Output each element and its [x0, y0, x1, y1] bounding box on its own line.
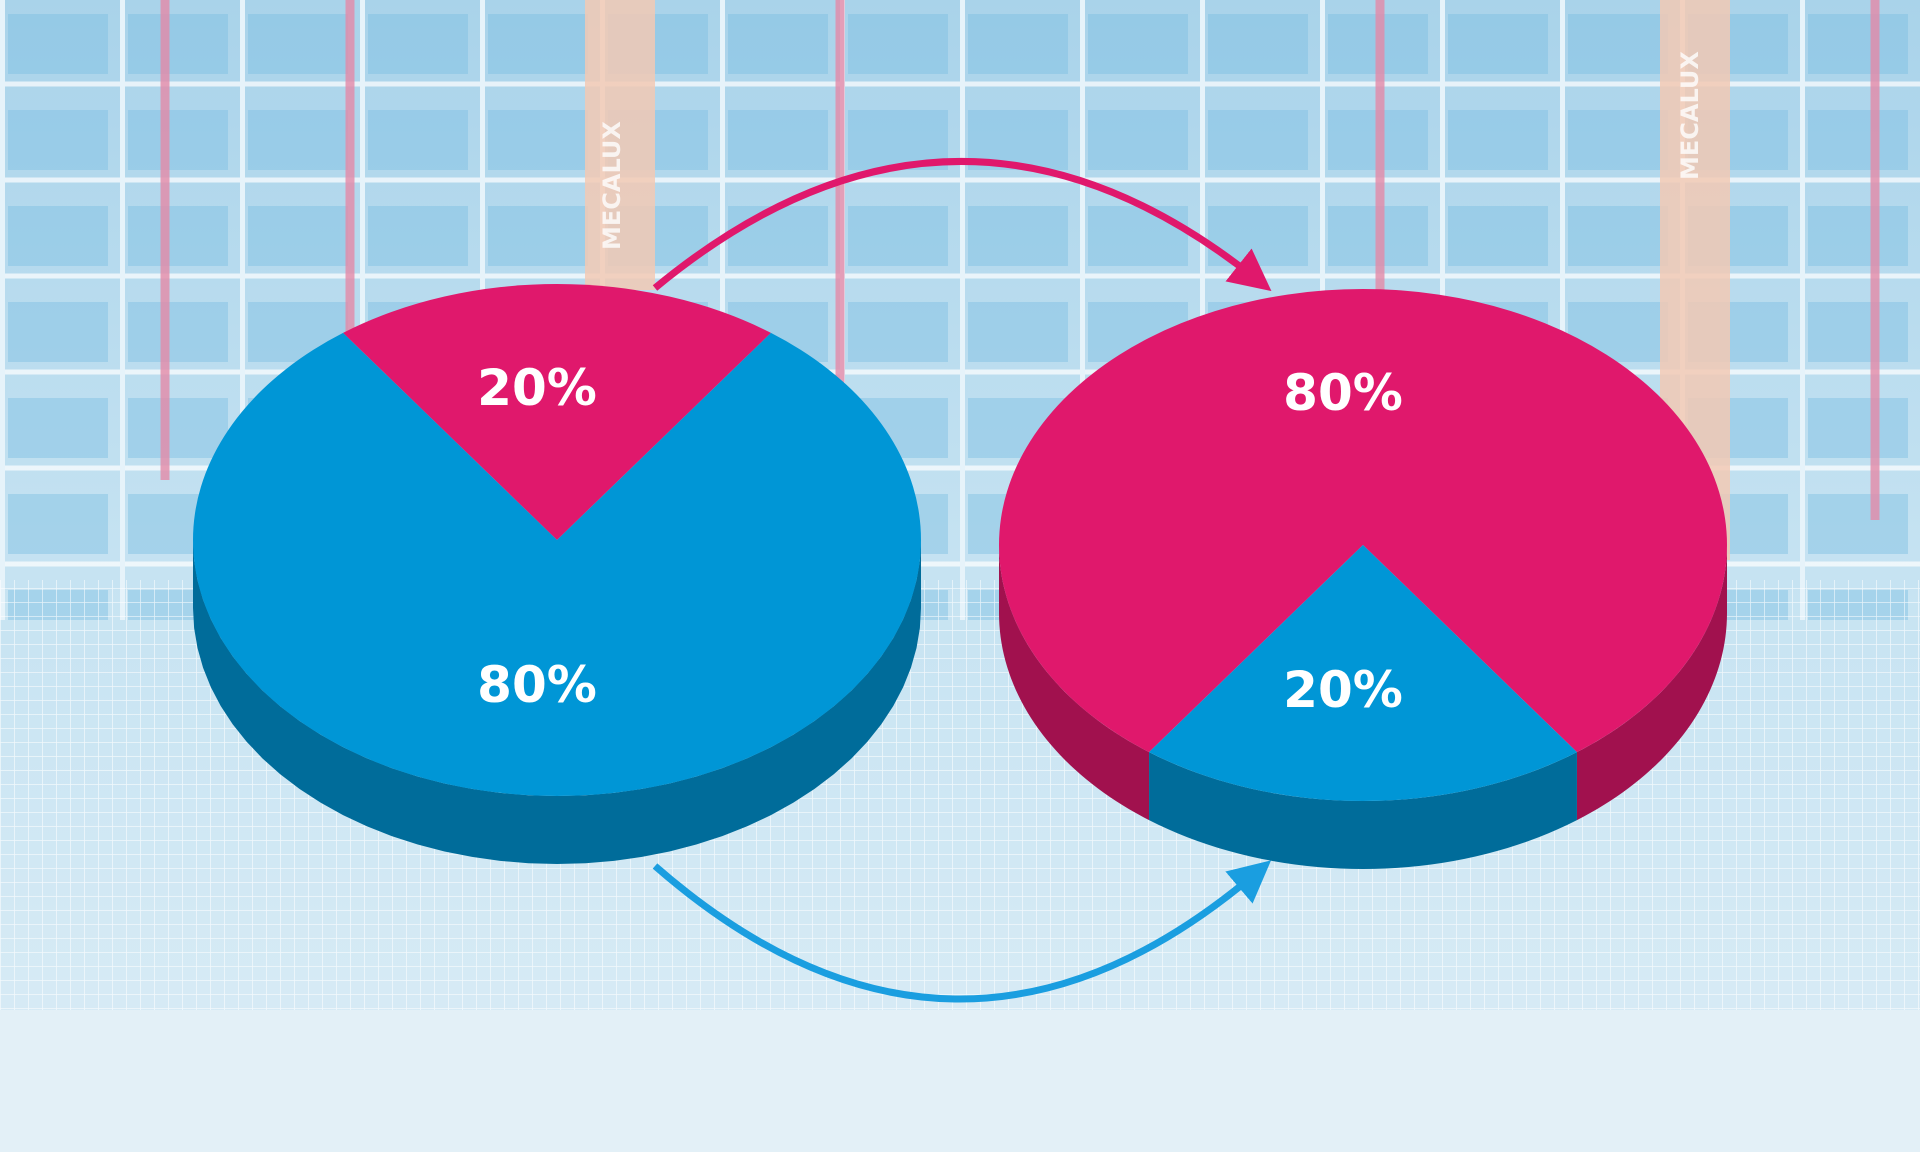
arrow: [652, 860, 1272, 1003]
mast: [585, 0, 655, 290]
pie-slice: [1149, 545, 1577, 802]
pie-side: [1149, 752, 1577, 869]
data-label: 20%: [1283, 661, 1403, 719]
brand-text: MECALUX: [1676, 51, 1704, 180]
data-label: 20%: [477, 359, 597, 417]
arrow: [652, 157, 1272, 292]
charts: 20% 80% 80% 20%: [192, 284, 1727, 869]
pie-side: [193, 540, 921, 864]
data-label: 80%: [477, 656, 597, 714]
pie-slice: [192, 332, 922, 796]
pie-slice: [999, 289, 1727, 753]
uprights: [160, 0, 1880, 520]
brand-text: MECALUX: [598, 121, 626, 250]
pie-slice: [343, 284, 771, 540]
conveyor: [0, 1010, 1920, 1152]
data-label: 80%: [1283, 364, 1403, 422]
pie-side: [999, 545, 1150, 821]
pie-side: [1576, 545, 1727, 821]
